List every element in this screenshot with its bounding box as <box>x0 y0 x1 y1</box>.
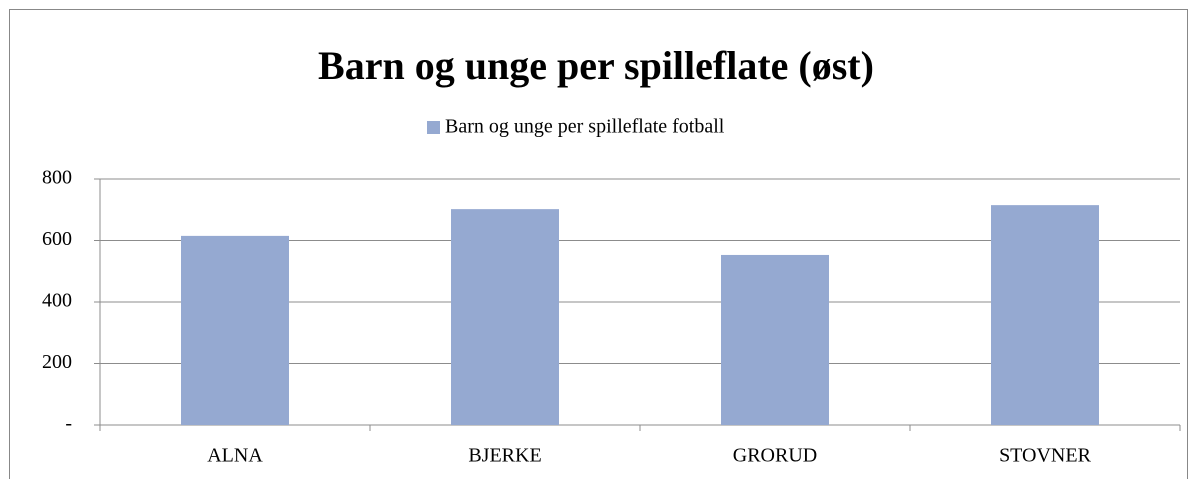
x-tick-label: GRORUD <box>733 445 817 467</box>
bar <box>181 235 289 425</box>
y-tick-label: - <box>65 413 72 435</box>
legend-swatch <box>427 121 440 134</box>
x-tick-label: BJERKE <box>468 445 541 467</box>
y-tick-label: 200 <box>42 351 72 373</box>
bar <box>721 254 829 425</box>
y-tick-label: 800 <box>42 167 72 189</box>
bar <box>451 209 559 425</box>
y-tick-label: 400 <box>42 290 72 312</box>
legend-label: Barn og unge per spilleflate fotball <box>445 116 725 138</box>
x-tick-label: ALNA <box>207 445 263 467</box>
chart-title: Barn og unge per spilleflate (øst) <box>318 43 874 88</box>
y-tick-label: 600 <box>42 228 72 250</box>
x-tick-label: STOVNER <box>999 445 1092 467</box>
bar <box>991 205 1099 425</box>
